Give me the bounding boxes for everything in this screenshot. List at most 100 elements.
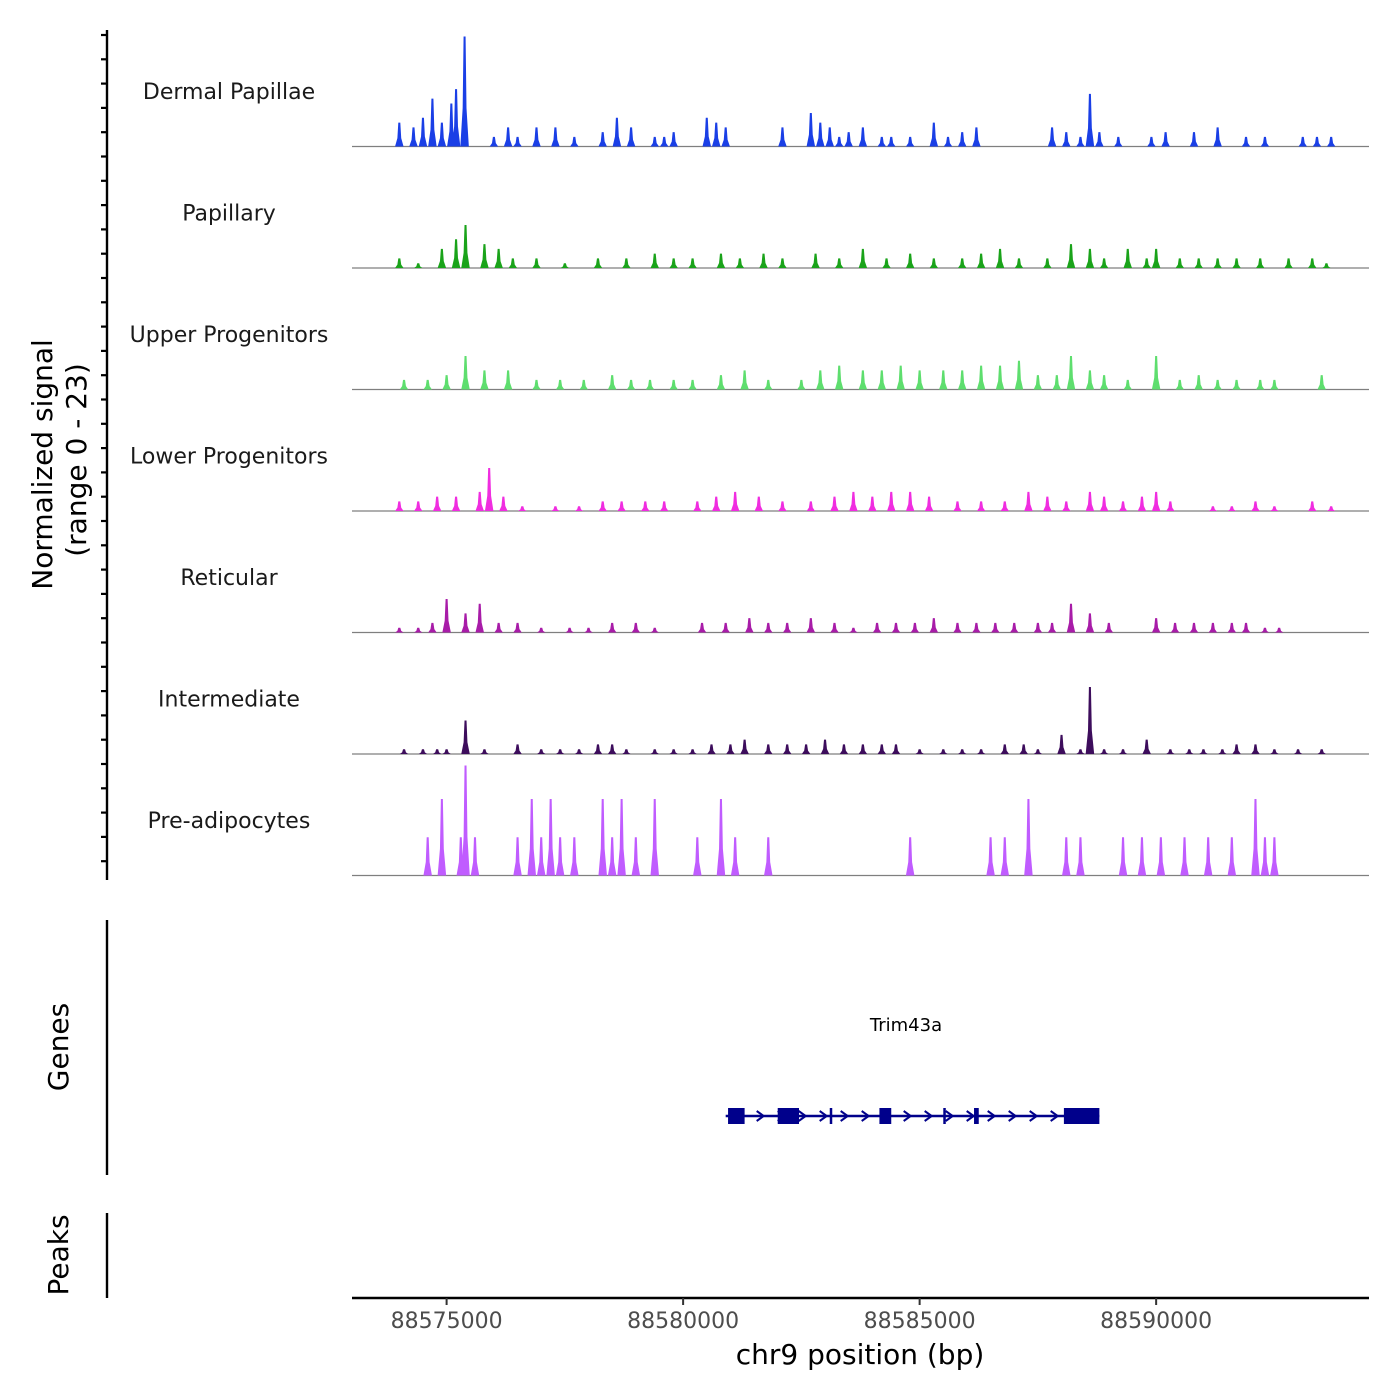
signal-peak — [957, 370, 967, 390]
signal-peak — [480, 244, 489, 268]
signal-peak — [1156, 837, 1166, 876]
signal-peak — [1175, 258, 1185, 268]
strand-arrow — [966, 1110, 976, 1122]
signal-peak — [470, 837, 480, 876]
signal-peak — [1166, 501, 1175, 511]
signal-peak — [1043, 496, 1052, 511]
signal-peak — [730, 491, 740, 511]
signal-peak — [645, 379, 655, 390]
signal-peak — [849, 491, 858, 511]
signal-peak — [1251, 501, 1260, 511]
signal-peak — [1151, 491, 1161, 511]
signal-peak — [612, 117, 622, 147]
signal-peak — [896, 365, 905, 390]
signal-peak — [1251, 798, 1260, 876]
signal-peak — [1208, 622, 1218, 633]
signal-peak — [778, 501, 787, 511]
signal-peak — [1085, 248, 1095, 268]
signal-peak — [555, 837, 565, 876]
signal-peak — [1151, 356, 1161, 390]
signal-peak — [437, 798, 447, 876]
signal-peak — [451, 89, 461, 147]
signal-peak — [1317, 749, 1326, 754]
signal-peak — [759, 253, 768, 268]
signal-peak — [1298, 136, 1308, 147]
signal-peak — [1260, 136, 1270, 147]
signal-peak — [764, 379, 773, 390]
signal-peak — [1151, 248, 1161, 268]
signal-peak — [1137, 496, 1147, 511]
signal-peak — [607, 375, 617, 390]
signal-peak — [1270, 506, 1279, 511]
signal-peak — [565, 627, 574, 633]
signal-peak — [702, 117, 712, 147]
signal-peak — [1000, 837, 1010, 876]
signal-peak — [650, 749, 659, 754]
signal-peak — [1000, 744, 1010, 754]
signal-peak — [626, 127, 636, 147]
signal-peak — [858, 248, 868, 268]
signal-peak — [1118, 749, 1128, 754]
signal-peak — [1014, 360, 1024, 390]
signal-peak — [839, 744, 849, 754]
gene-name-label: Trim43a — [869, 1015, 942, 1036]
gene-exon — [879, 1108, 892, 1124]
signal-peak — [418, 749, 428, 754]
signal-peak — [1241, 622, 1251, 633]
signal-peak — [659, 501, 669, 511]
signal-peak — [991, 622, 1000, 633]
signal-peak — [943, 136, 953, 147]
signal-peak — [1232, 258, 1241, 268]
signal-peak — [877, 744, 887, 754]
signal-peak — [801, 744, 811, 754]
signal-peak — [1194, 375, 1203, 390]
signal-peak — [1047, 127, 1057, 147]
track-label: Lower Progenitors — [130, 445, 328, 470]
signal-peak — [1260, 837, 1270, 876]
signal-peak — [877, 136, 887, 147]
signal-peak — [764, 622, 773, 633]
signal-peak — [1260, 627, 1270, 633]
signal-peak — [461, 720, 470, 754]
signal-peak — [399, 749, 409, 754]
signal-peak — [617, 501, 626, 511]
strand-arrow — [945, 1110, 955, 1122]
signal-peak — [598, 132, 607, 147]
signal-peak — [1085, 687, 1095, 754]
signal-peak — [953, 501, 962, 511]
signal-peak — [1085, 613, 1095, 633]
strand-arrow — [903, 1110, 913, 1122]
signal-peak — [607, 622, 617, 633]
coverage-tracks: Dermal Papillae Papillary Upper Progenitor… — [130, 36, 1369, 877]
signal-peak — [929, 258, 939, 268]
signal-peak — [1203, 837, 1213, 876]
signal-peak — [1142, 739, 1151, 754]
signal-peak — [480, 749, 489, 754]
signal-peak — [816, 122, 825, 147]
signal-peak — [413, 501, 423, 511]
signal-peak — [688, 258, 697, 268]
signal-peak — [1085, 93, 1095, 147]
signal-peak — [726, 744, 735, 754]
signal-peak — [1066, 603, 1076, 633]
signal-peak — [395, 122, 404, 147]
signal-peak — [1033, 375, 1043, 390]
signal-peak — [607, 744, 617, 754]
signal-peak — [551, 506, 560, 511]
gene-model — [725, 1108, 1100, 1124]
signal-peak — [650, 798, 659, 876]
signal-peak — [475, 603, 484, 633]
signal-peak — [806, 113, 816, 147]
signal-peak — [707, 744, 716, 754]
strand-arrow — [840, 1110, 850, 1122]
signal-peak — [1312, 136, 1322, 147]
signal-peak — [1232, 744, 1241, 754]
signal-peak — [1270, 379, 1279, 390]
signal-peak — [797, 379, 806, 390]
signal-peak — [574, 506, 584, 511]
signal-peak — [669, 258, 678, 268]
signal-peak — [995, 365, 1005, 390]
signal-peak — [905, 837, 915, 876]
track-label: Intermediate — [158, 688, 300, 713]
y-axis-title: Normalized signal (range 0 - 23) — [26, 330, 93, 589]
